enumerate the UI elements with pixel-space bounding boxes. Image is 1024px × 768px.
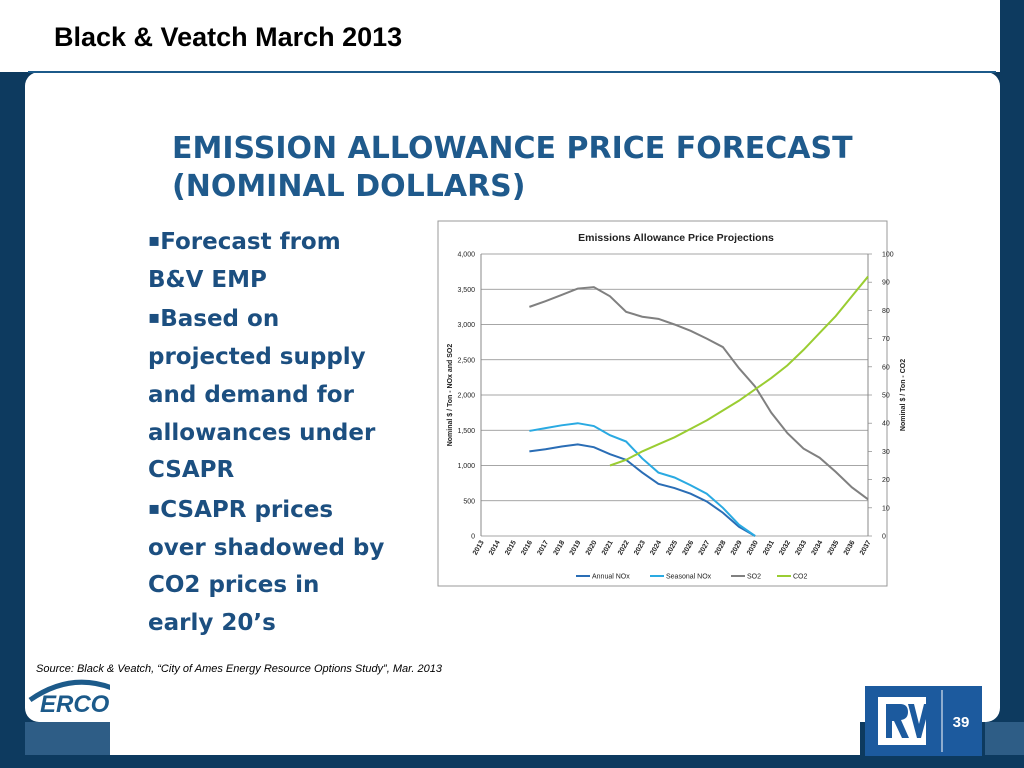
legend-label: SO2 bbox=[747, 574, 761, 581]
y2-tick-label: 70 bbox=[882, 336, 890, 343]
header-bar bbox=[0, 0, 1000, 72]
source-note: Source: Black & Veatch, “City of Ames En… bbox=[36, 663, 443, 675]
legend-label: Annual NOx bbox=[592, 574, 630, 581]
slide-title: EMISSION ALLOWANCE PRICE FORECAST bbox=[172, 131, 853, 166]
y-tick-label: 0 bbox=[471, 534, 475, 541]
logo-mask bbox=[110, 680, 140, 720]
y2-tick-label: 20 bbox=[882, 477, 890, 484]
y-tick-label: 4,000 bbox=[457, 252, 475, 259]
y2-tick-label: 80 bbox=[882, 308, 890, 315]
y-tick-label: 1,000 bbox=[457, 463, 475, 470]
series-line bbox=[609, 275, 869, 467]
header-title: Black & Veatch March 2013 bbox=[54, 22, 402, 52]
bullet: Based on projected supply and demand for… bbox=[148, 299, 388, 490]
bullet: CSAPR prices over shadowed by CO2 prices… bbox=[148, 490, 388, 643]
legend-label: CO2 bbox=[793, 574, 808, 581]
y2-tick-label: 60 bbox=[882, 364, 890, 371]
y2-tick-label: 50 bbox=[882, 393, 890, 400]
content-foot bbox=[110, 690, 860, 755]
chart-title: Emissions Allowance Price Projections bbox=[578, 232, 774, 244]
y2-tick-label: 10 bbox=[882, 505, 890, 512]
series-line bbox=[529, 443, 756, 537]
y-tick-label: 3,500 bbox=[457, 287, 475, 294]
legend-label: Seasonal NOx bbox=[666, 574, 712, 581]
series-line bbox=[529, 286, 869, 501]
y2-tick-label: 90 bbox=[882, 280, 890, 287]
footer-band bbox=[25, 722, 110, 755]
y2-tick-label: 0 bbox=[882, 534, 886, 541]
series-line bbox=[529, 422, 756, 537]
bullet: Forecast from B&V EMP bbox=[148, 222, 388, 299]
chart-frame bbox=[437, 220, 888, 587]
y-tick-label: 2,000 bbox=[457, 393, 475, 400]
footer-band bbox=[985, 722, 1024, 755]
bullet-list: Forecast from B&V EMP Based on projected… bbox=[148, 222, 388, 643]
y2-tick-label: 30 bbox=[882, 449, 890, 456]
y-tick-label: 2,500 bbox=[457, 357, 475, 364]
page-number: 39 bbox=[953, 714, 970, 731]
y2-tick-label: 100 bbox=[882, 252, 894, 259]
y-tick-label: 500 bbox=[463, 498, 475, 505]
slide-title: (NOMINAL DOLLARS) bbox=[172, 169, 526, 204]
y2-tick-label: 40 bbox=[882, 421, 890, 428]
y-tick-label: 1,500 bbox=[457, 428, 475, 435]
rv-logo-mark bbox=[886, 704, 930, 738]
y-tick-label: 3,000 bbox=[457, 322, 475, 329]
y-axis-label: Nominal $ / Ton - NOx and SO2 bbox=[447, 344, 454, 447]
logo-swoosh bbox=[28, 679, 113, 703]
y2-axis-label: Nominal $ / Ton - CO2 bbox=[900, 359, 907, 431]
